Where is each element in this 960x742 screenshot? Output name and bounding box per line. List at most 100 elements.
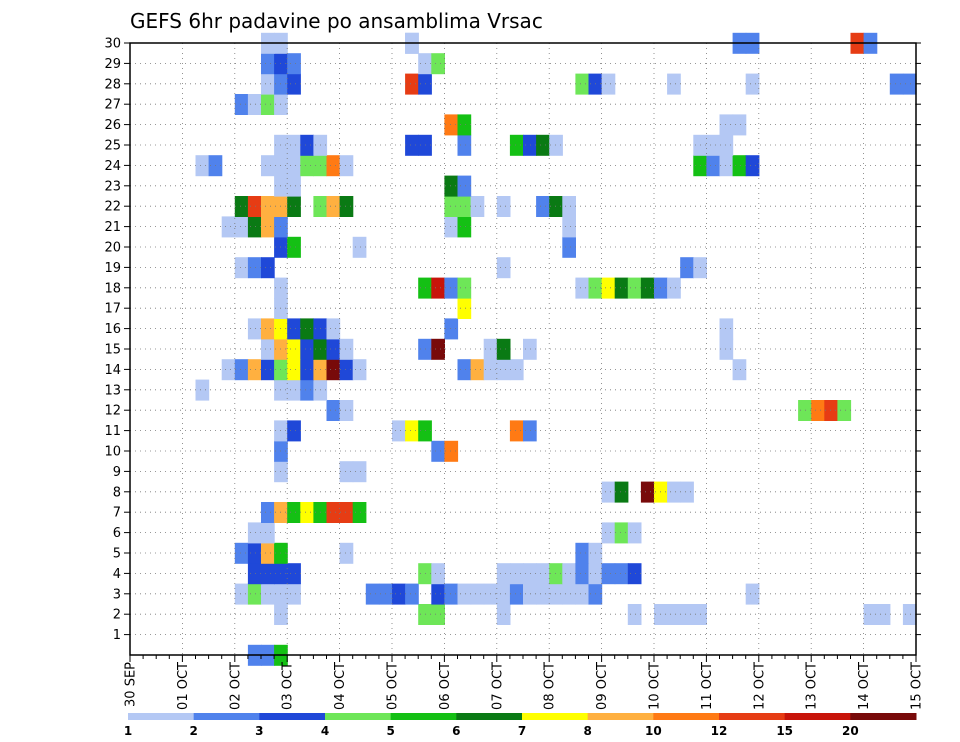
cell-m27-t9: [247, 94, 262, 115]
y-tick-label: 2: [113, 608, 121, 623]
cell-m4-t32: [549, 563, 563, 585]
cell-m5-t9: [247, 542, 262, 564]
y-tick-label: 25: [104, 139, 121, 154]
y-tick-label: 20: [104, 241, 121, 256]
cell-m20-t33: [562, 236, 576, 258]
cell-m22-t25: [457, 196, 472, 217]
y-tick-label: 29: [104, 57, 121, 72]
cell-m26-t24: [444, 114, 459, 136]
cell-m3-t9: [247, 583, 262, 605]
cell-m4-t37: [614, 563, 629, 585]
cell-m2-t41: [667, 604, 681, 625]
legend-label: 7: [518, 724, 526, 738]
cell-m3-t18: [365, 583, 380, 605]
y-tick-label: 10: [104, 445, 121, 460]
x-tick-label: 01 OCT: [176, 662, 191, 710]
cell-m29-t10: [261, 53, 275, 75]
cell-m24-t16: [339, 155, 354, 177]
cell-m13-t13: [300, 379, 314, 401]
cell-m15-t45: [719, 338, 734, 360]
cell-m24-t12: [287, 155, 301, 177]
cell-m22-t12: [287, 196, 301, 217]
cell-m16-t15: [326, 318, 341, 340]
cell-m16-t45: [719, 318, 734, 340]
legend-swatch: [522, 713, 589, 720]
x-tick-label: 06 OCT: [438, 662, 453, 710]
cell-m7-t15: [326, 502, 341, 523]
cell-m5-t10: [261, 542, 275, 564]
cell-m4-t29: [509, 563, 524, 585]
cell-m18-t38: [627, 277, 642, 299]
cell-m27-t8: [234, 94, 249, 115]
cell-m18-t36: [601, 277, 616, 299]
y-tick-label: 9: [113, 465, 121, 480]
y-tick-label: 1: [113, 628, 121, 643]
cell-m12-t15: [326, 400, 341, 421]
cell-m13-t5: [195, 379, 210, 401]
cell-m2-t38: [627, 604, 642, 625]
cell-m14-t8: [234, 359, 249, 381]
colorbar-legend: 1 2 3 4 5 6 7 8 10 12 15 20: [124, 713, 917, 738]
cell-m7-t13: [300, 502, 314, 523]
grid-lines: [130, 43, 916, 655]
cell-m14-t12: [287, 359, 301, 381]
y-tick-label: 21: [104, 220, 121, 235]
cell-m7-t10: [261, 502, 275, 523]
y-tick-label: 27: [104, 98, 121, 113]
legend-label: 20: [842, 724, 859, 738]
cell-m15-t12: [287, 338, 301, 360]
cell-m2-t57: [876, 604, 891, 625]
legend-swatch: [325, 713, 392, 720]
cell-m3-t8: [234, 583, 249, 605]
cell-m18-t37: [614, 277, 629, 299]
cell-m26-t46: [732, 114, 747, 136]
chart-title: GEFS 6hr padavine po ansamblima Vrsac: [130, 9, 543, 33]
x-axis-ticks: 30 SEP 01 OCT 02 OCT 03 OCT 04 OCT 05 OCT 06 O…: [124, 655, 925, 710]
legend-label: 8: [583, 724, 591, 738]
x-tick-label: 09 OCT: [595, 662, 610, 710]
cell-m2-t28: [496, 604, 511, 625]
cell-m15-t13: [300, 338, 314, 360]
cell-m29-t12: [287, 53, 301, 75]
cell-m19-t9: [247, 257, 262, 279]
cell-m3-t33: [562, 583, 576, 605]
cell-m7-t16: [339, 502, 354, 523]
x-tick-label: 03 OCT: [281, 662, 296, 710]
cell-m6-t37: [614, 522, 629, 544]
cell-m8-t37: [614, 481, 629, 503]
y-tick-label: 28: [104, 77, 121, 92]
cell-m24-t13: [300, 155, 314, 177]
cell-m14-t26: [470, 359, 485, 381]
y-tick-label: 23: [104, 179, 121, 194]
cell-m4-t12: [287, 563, 301, 585]
legend-label: 4: [321, 724, 329, 738]
cell-m21-t33: [562, 216, 576, 238]
y-tick-label: 7: [113, 506, 121, 521]
cell-m28-t12: [287, 73, 301, 95]
cell-m11-t12: [287, 420, 301, 442]
cell-m18-t23: [431, 277, 445, 299]
legend-swatch: [784, 713, 851, 720]
cell-m8-t42: [680, 481, 694, 503]
cell-m28-t34: [575, 73, 590, 95]
x-tick-label: 02 OCT: [228, 662, 243, 710]
cell-m21-t8: [234, 216, 249, 238]
cell-m12-t51: [798, 400, 812, 421]
cell-m3-t47: [745, 583, 760, 605]
cell-m12-t54: [837, 400, 852, 421]
legend-label: 2: [189, 724, 197, 738]
cell-m24-t5: [195, 155, 210, 177]
cell-m6-t10: [261, 522, 275, 544]
legend-swatch: [390, 713, 457, 720]
cell-m18-t39: [640, 277, 655, 299]
x-tick-label: 07 OCT: [490, 662, 505, 710]
cell-m22-t24: [444, 196, 459, 217]
cell-m10-t24: [444, 440, 459, 462]
cell-m4-t36: [601, 563, 616, 585]
cell-m18-t41: [667, 277, 681, 299]
x-tick-label: 30 SEP: [124, 662, 139, 707]
cell-m26-t25: [457, 114, 472, 136]
cell-m14-t25: [457, 359, 472, 381]
cell-m12-t16: [339, 400, 354, 421]
cell-m3-t32: [549, 583, 563, 605]
